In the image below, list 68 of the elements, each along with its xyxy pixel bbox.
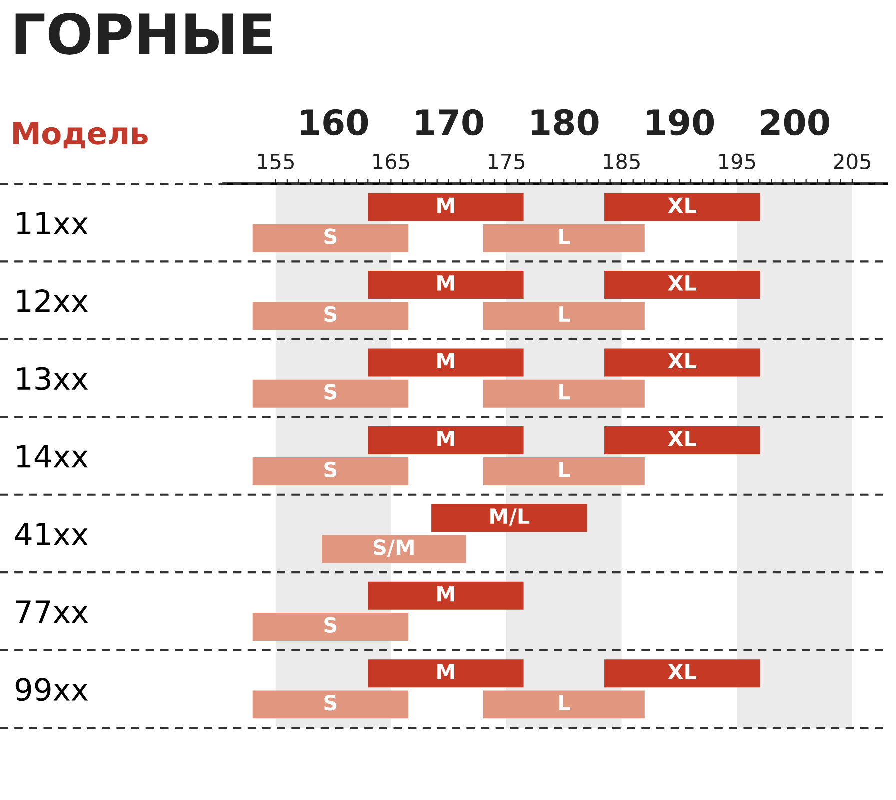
x-tick-label: 165 <box>374 154 410 170</box>
text: S <box>324 694 337 711</box>
series-label: S/M <box>374 540 414 557</box>
bar <box>368 193 524 222</box>
text: M <box>438 586 454 602</box>
bar <box>252 458 408 486</box>
series-label: S <box>324 306 337 322</box>
bar <box>368 582 524 610</box>
text: XL <box>668 353 696 368</box>
text: M <box>438 664 454 680</box>
series-label: M <box>438 431 454 446</box>
bar <box>604 426 760 454</box>
text: M <box>438 198 454 214</box>
y-tick-label: 77xx <box>16 600 88 624</box>
x-tick-label: 175 <box>488 154 525 170</box>
bar <box>483 458 645 486</box>
y-tick-label: 99xx <box>16 678 88 702</box>
text: XL <box>668 664 696 680</box>
text: S <box>324 462 337 478</box>
y-axis-title: Модель <box>14 122 148 149</box>
x2-tick-label: 160 <box>301 109 368 136</box>
bar <box>483 380 645 408</box>
x-tick-label: 195 <box>720 154 756 170</box>
series-label: M/L <box>490 508 530 526</box>
bar <box>368 348 524 377</box>
text: L <box>559 462 570 478</box>
bar <box>483 302 645 330</box>
x-tick-label: 205 <box>834 154 871 170</box>
x2-tick-label: 190 <box>647 109 714 136</box>
text: XL <box>668 198 696 214</box>
x2-tick-label: 170 <box>416 109 484 136</box>
y-tick-label: 41xx <box>15 523 88 546</box>
bar <box>483 690 645 719</box>
x-tick-label: 185 <box>604 154 640 170</box>
y-tick-label: 13xx <box>17 367 88 390</box>
text: M <box>438 276 454 291</box>
bar <box>604 660 760 688</box>
bar <box>368 271 524 300</box>
bar <box>432 504 588 532</box>
text: L <box>559 306 570 322</box>
x2-tick-label: 180 <box>532 109 599 136</box>
text: S <box>324 228 337 244</box>
text: L <box>559 228 570 244</box>
y-tick-label: 14xx <box>17 445 88 468</box>
bar <box>604 271 760 300</box>
text: XL <box>668 276 696 291</box>
y-tick-label: 12xx <box>17 290 88 312</box>
x2-tick-label: 200 <box>761 109 830 136</box>
text: L <box>559 384 570 400</box>
bar <box>252 302 408 330</box>
bar <box>604 193 760 222</box>
bar <box>252 224 408 252</box>
x-tick-label: 155 <box>258 154 294 170</box>
bar <box>368 660 524 688</box>
bar <box>252 380 408 408</box>
bar <box>604 348 760 377</box>
text: S <box>324 617 337 634</box>
bar <box>483 224 645 252</box>
bar <box>252 690 408 719</box>
series-label: L <box>559 695 570 710</box>
bar <box>322 535 466 564</box>
chart-title: ГОРНЫЕ <box>16 12 272 56</box>
bar <box>252 612 408 641</box>
bar <box>368 426 524 454</box>
text: M <box>438 353 454 368</box>
y-tick-label: 11xx <box>17 212 88 234</box>
text: S <box>324 384 337 400</box>
series-label: XL <box>668 431 696 446</box>
